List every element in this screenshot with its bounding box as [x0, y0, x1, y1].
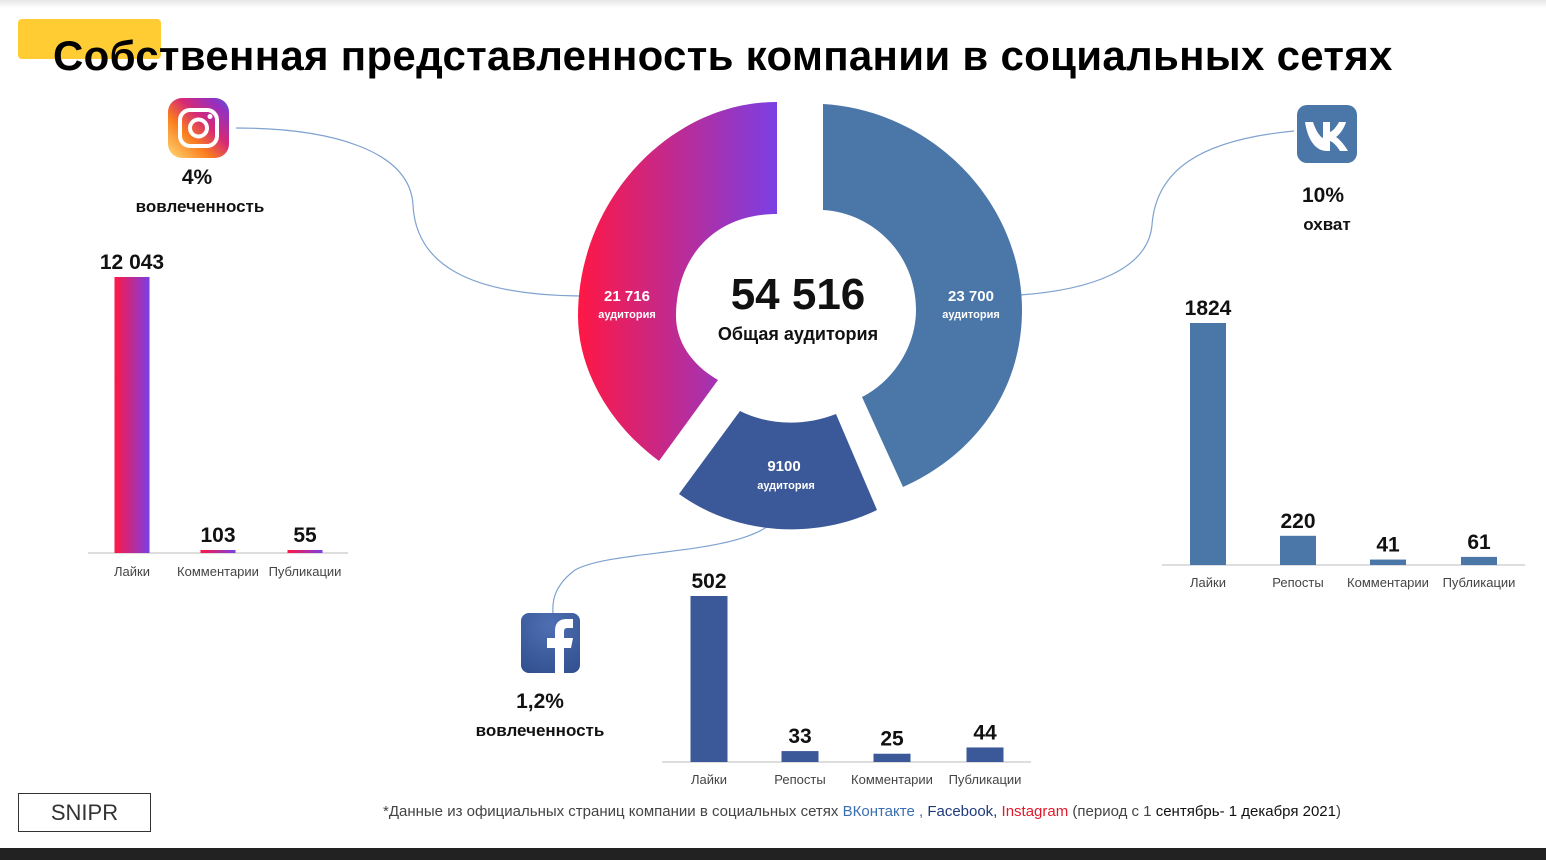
- vk-category-label-3: Публикации: [1443, 575, 1516, 590]
- instagram-connector: [235, 127, 581, 297]
- vk-category-label-2: Комментарии: [1347, 575, 1429, 590]
- donut-segment-facebook: [679, 411, 877, 530]
- vk-category-label-0: Лайки: [1190, 575, 1226, 590]
- facebook-audience-value: 9100: [767, 458, 801, 475]
- instagram-category-label-0: Лайки: [114, 564, 150, 579]
- donut-segment-instagram: [578, 102, 777, 461]
- facebook-bar-0: [690, 596, 728, 762]
- instagram-icon: [168, 98, 229, 158]
- total-audience-label: Общая аудитория: [717, 324, 879, 344]
- vk-bar-value-3: 61: [1467, 531, 1491, 554]
- instagram-bar-1: [200, 550, 236, 553]
- vk-bar-3: [1461, 556, 1497, 565]
- page-title: Собственная представленность компании в …: [53, 32, 1393, 79]
- instagram-bar-0: [114, 277, 150, 553]
- vk-icon: [1297, 105, 1357, 163]
- footnote-facebook: Facebook,: [927, 803, 998, 820]
- facebook-category-label-3: Публикации: [949, 772, 1022, 787]
- facebook-bar-3: [966, 747, 1004, 762]
- donut-segment-vk: [823, 104, 1022, 487]
- vk-audience-label: аудитория: [942, 309, 1000, 321]
- footnote-period: сентябрь- 1 декабря 2021: [1155, 803, 1336, 820]
- instagram-bar-value-0: 12 043: [100, 251, 164, 274]
- vk-bar-value-0: 1824: [1185, 297, 1232, 320]
- bottom-bar: [0, 848, 1546, 860]
- facebook-metric-label: вовлеченность: [475, 721, 605, 740]
- facebook-category-label-1: Репосты: [774, 772, 825, 787]
- vk-metric-label: охват: [1303, 215, 1351, 234]
- facebook-bar-2: [873, 753, 911, 762]
- vk-bar-value-2: 41: [1376, 534, 1400, 557]
- vk-bar-value-1: 220: [1280, 510, 1315, 533]
- vk-bar-0: [1190, 323, 1226, 565]
- facebook-bar-value-3: 44: [973, 721, 997, 744]
- total-audience-value: 54 516: [730, 270, 866, 319]
- bars-layer: 12 043 Лайки 103 Комментарии 55 Публикации 182…: [100, 251, 1516, 787]
- facebook-bar-value-0: 502: [691, 570, 726, 593]
- vk-metric-value: 10%: [1301, 184, 1345, 207]
- vk-bar-2: [1370, 559, 1406, 565]
- instagram-audience-label: аудитория: [598, 309, 656, 321]
- instagram-metric-value: 4%: [181, 166, 213, 189]
- facebook-icon: [521, 613, 580, 673]
- instagram-bar-value-2: 55: [293, 524, 317, 547]
- facebook-category-label-2: Комментарии: [851, 772, 933, 787]
- vk-category-label-1: Репосты: [1272, 575, 1323, 590]
- instagram-category-label-1: Комментарии: [177, 564, 259, 579]
- facebook-bar-value-2: 25: [880, 728, 904, 751]
- footnote-vk: ВКонтакте: [842, 803, 915, 820]
- facebook-audience-label: аудитория: [757, 480, 815, 492]
- title-accent: [18, 19, 161, 59]
- facebook-bar-1: [781, 751, 819, 762]
- facebook-bar-value-1: 33: [788, 725, 811, 748]
- facebook-metric-value: 1,2%: [516, 690, 564, 713]
- footnote-sep1: ,: [914, 803, 928, 820]
- instagram-metric-label: вовлеченность: [135, 197, 265, 216]
- brand-logo: SNIPR: [18, 793, 151, 832]
- footnote-period-close: ): [1336, 803, 1341, 820]
- footnote-instagram: Instagram: [1001, 803, 1069, 820]
- instagram-audience-value: 21 716: [604, 288, 650, 305]
- instagram-category-label-2: Публикации: [269, 564, 342, 579]
- vk-connector: [1019, 130, 1295, 296]
- vk-bar-1: [1280, 535, 1316, 565]
- facebook-category-label-0: Лайки: [691, 772, 727, 787]
- instagram-bar-value-1: 103: [200, 524, 235, 547]
- footnote: *Данные из официальных страниц компании …: [383, 803, 1341, 820]
- facebook-connector: [552, 494, 786, 614]
- top-shadow: [0, 0, 1546, 8]
- footnote-period-open: (период с 1: [1068, 803, 1156, 820]
- instagram-bar-2: [287, 550, 323, 553]
- vk-audience-value: 23 700: [948, 288, 994, 305]
- footnote-prefix: *Данные из официальных страниц компании …: [383, 803, 843, 820]
